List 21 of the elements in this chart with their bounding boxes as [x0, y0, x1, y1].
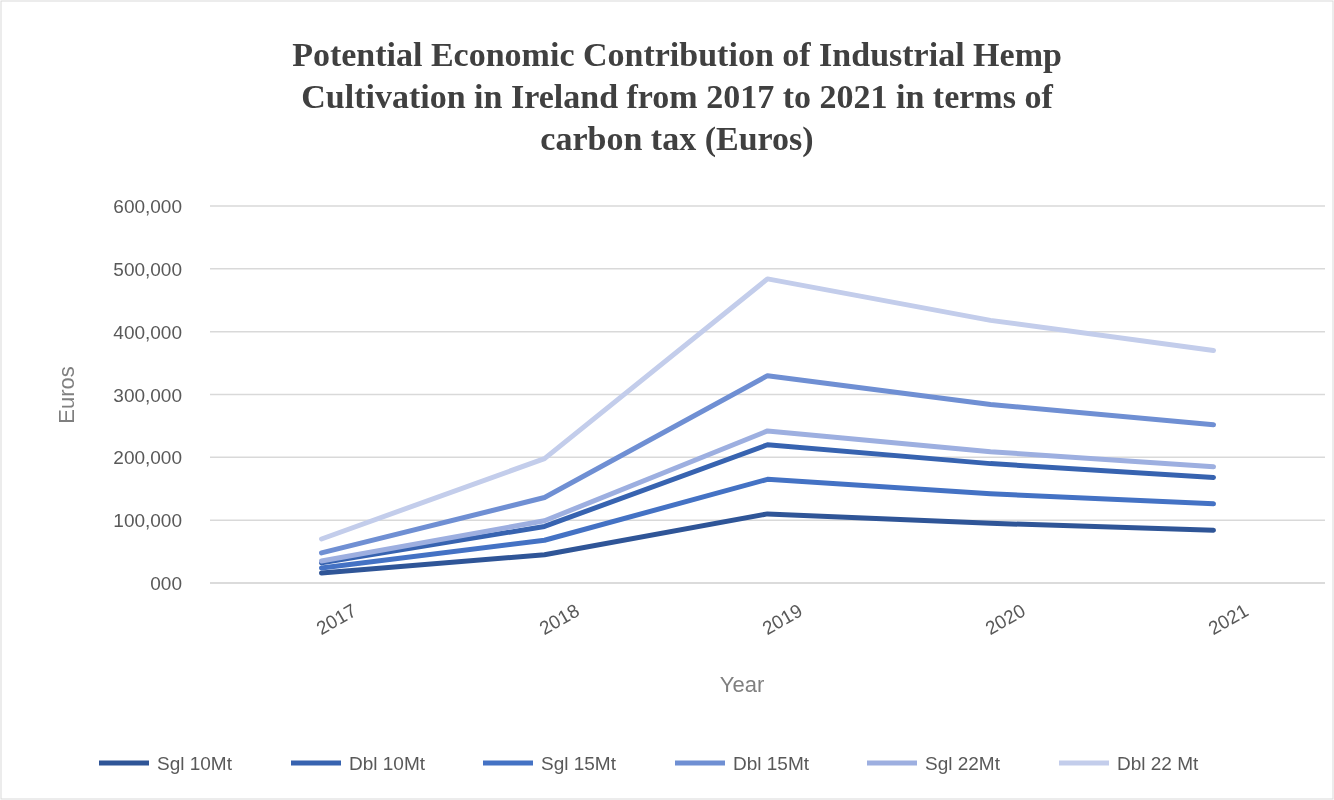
chart-title: Potential Economic Contribution of Industrial Hemp Cultivation in Ireland from 2017 to 2021 in terms of carbon tax (Euros)	[292, 36, 1062, 158]
legend-label: Dbl 22 Mt	[1117, 753, 1200, 774]
x-axis-title: Year	[719, 672, 765, 697]
y-tick-label: 300,000	[113, 384, 182, 406]
y-tick-label: 400,000	[113, 321, 182, 343]
y-tick-label: 100,000	[113, 510, 182, 532]
y-tick-label: 600,000	[113, 196, 182, 217]
legend-label: Sgl 22Mt	[925, 753, 1001, 774]
y-axis-title: Euros	[54, 366, 79, 424]
x-tick-label: 2020	[981, 599, 1029, 640]
x-tick-label: 2019	[758, 599, 806, 640]
legend-label: Dbl 15Mt	[733, 753, 810, 774]
y-tick-label: 500,000	[113, 258, 182, 280]
y-tick-label: 200,000	[113, 447, 182, 469]
x-tick-label: 2018	[535, 599, 583, 640]
x-tick-label: 2017	[312, 599, 360, 640]
legend-label: Sgl 15Mt	[541, 753, 617, 774]
y-tick-label: 000	[150, 573, 182, 594]
legend-label: Sgl 10Mt	[157, 753, 233, 774]
legend-label: Dbl 10Mt	[349, 753, 426, 774]
x-tick-label: 2021	[1204, 599, 1252, 640]
